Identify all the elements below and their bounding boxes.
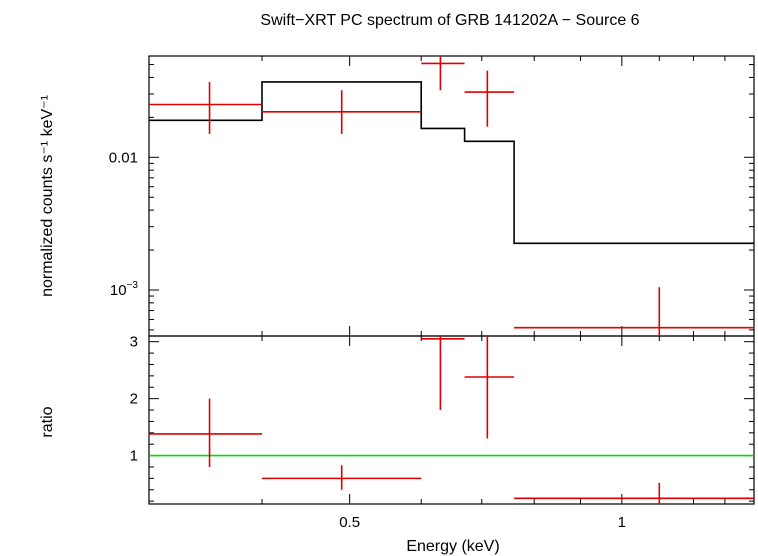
model-step-line	[149, 81, 754, 245]
y-tick-label: 1	[130, 448, 138, 465]
chart-title: Swift−XRT PC spectrum of GRB 141202A − S…	[260, 12, 639, 29]
data-point	[149, 81, 262, 134]
x-axis-label: Energy (keV)	[406, 538, 499, 555]
y-tick-label: 0.01	[109, 149, 138, 166]
data-point	[421, 336, 465, 411]
data-point	[261, 90, 422, 134]
data-point	[464, 336, 515, 439]
data-point	[514, 482, 754, 504]
data-point	[261, 465, 422, 490]
y-tick-label: 2	[130, 391, 138, 408]
plot-frame-spectrum	[148, 55, 755, 337]
spectrum-y-axis-label: normalized counts s⁻¹ keV⁻¹	[39, 95, 56, 297]
x-tick-label: 0.5	[339, 514, 360, 531]
data-point	[421, 56, 465, 91]
y-tick-label: 3	[130, 334, 138, 351]
data-point	[514, 287, 754, 336]
x-tick-label: 1	[618, 514, 626, 531]
ratio-y-axis-label: ratio	[39, 406, 56, 437]
data-point	[149, 398, 262, 467]
data-point	[464, 70, 515, 127]
y-tick-label: 10−3	[110, 280, 139, 299]
plot-frame-ratio	[148, 335, 755, 505]
